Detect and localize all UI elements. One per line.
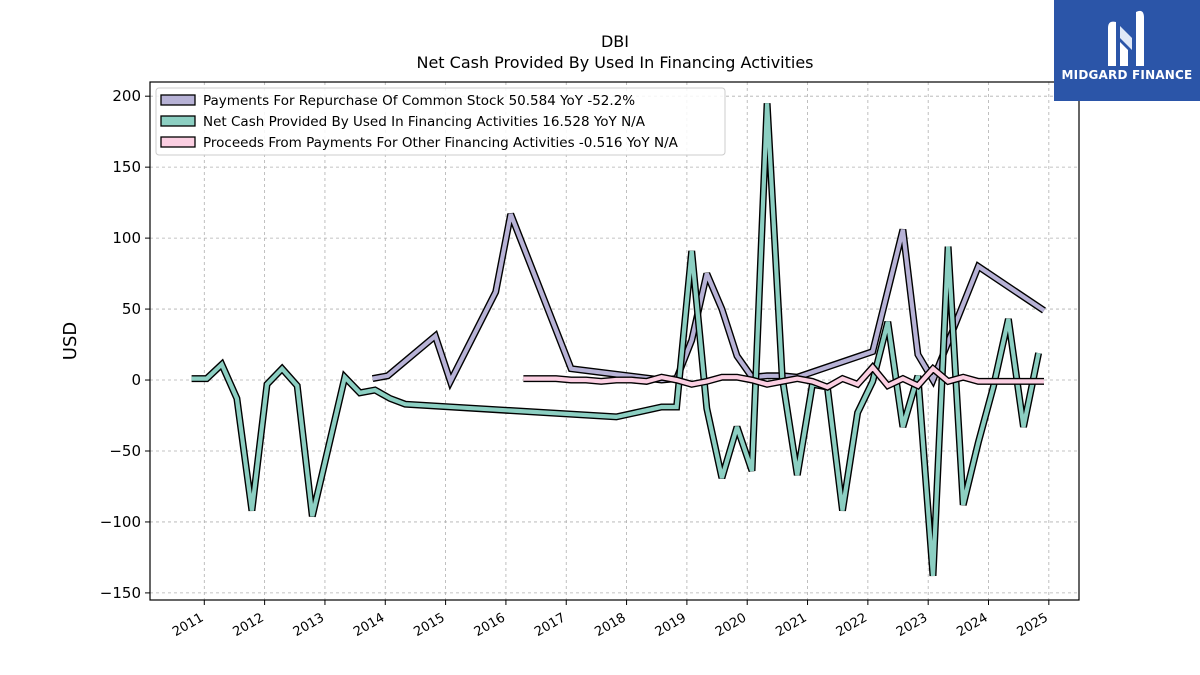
midgard-logo-icon <box>1108 10 1144 66</box>
series-line <box>191 103 1041 577</box>
x-tick-label: 2022 <box>834 610 870 640</box>
series-net-cash-provided-by-used-in-financing-activities <box>191 103 1043 577</box>
y-tick-label: 100 <box>112 229 141 247</box>
legend-label-repurchase: Payments For Repurchase Of Common Stock … <box>203 93 635 109</box>
x-tick-label: 2011 <box>170 610 206 640</box>
brand-name: MIDGARD FINANCE <box>1061 68 1193 82</box>
y-axis-label: USD <box>60 322 81 360</box>
x-tick-label: 2019 <box>653 610 689 640</box>
x-tick-label: 2015 <box>411 610 447 640</box>
series-line <box>372 213 1046 387</box>
legend-label-net-cash: Net Cash Provided By Used In Financing A… <box>203 114 646 130</box>
x-tick-label: 2023 <box>894 610 930 640</box>
x-tick-label: 2013 <box>291 610 327 640</box>
legend: Payments For Repurchase Of Common Stock … <box>155 87 726 156</box>
series-line <box>523 364 1044 390</box>
plot-frame <box>149 81 1080 601</box>
x-tick-label: 2014 <box>351 610 387 640</box>
legend-swatch-repurchase <box>160 94 196 106</box>
x-tick-label: 2021 <box>773 610 809 640</box>
y-tick-label: 150 <box>112 158 141 176</box>
legend-label-other-financing: Proceeds From Payments For Other Financi… <box>203 135 679 151</box>
series-outline <box>191 103 1043 577</box>
chart-subtitle: Net Cash Provided By Used In Financing A… <box>416 53 813 72</box>
x-tick-label: 2025 <box>1015 610 1051 640</box>
x-axis: 2011 2012 2013 2014 2015 2016 2017 2018 2019 2020… <box>170 600 1051 640</box>
brand-logo: MIDGARD FINANCE <box>1054 0 1200 101</box>
y-tick-label: −150 <box>100 584 141 602</box>
series-proceeds-from-payments-for-other-financing-activities <box>523 361 1044 391</box>
legend-swatch-other-financing <box>160 136 196 148</box>
y-tick-label: 200 <box>112 87 141 105</box>
x-tick-label: 2024 <box>954 610 990 640</box>
legend-box <box>155 87 726 156</box>
grid <box>150 82 1079 600</box>
y-axis: 200 150 100 50 0 −50 −100 −150 <box>100 87 150 602</box>
y-tick-label: 50 <box>122 300 141 318</box>
x-tick-label: 2020 <box>713 610 749 640</box>
series-payments-for-repurchase-of-common-stock <box>371 212 1046 391</box>
x-tick-label: 2016 <box>472 610 508 640</box>
y-tick-label: −50 <box>109 442 141 460</box>
x-tick-label: 2017 <box>532 610 568 640</box>
y-tick-label: 0 <box>131 371 141 389</box>
chart-title: DBI <box>601 32 629 51</box>
series-layer <box>191 103 1046 577</box>
x-tick-label: 2018 <box>592 610 628 640</box>
y-tick-label: −100 <box>100 513 141 531</box>
x-tick-label: 2012 <box>230 610 266 640</box>
legend-swatch-net-cash <box>160 115 196 127</box>
